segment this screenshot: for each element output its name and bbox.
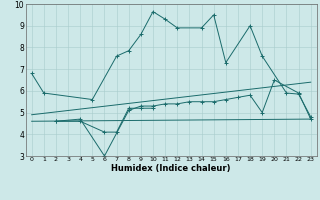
X-axis label: Humidex (Indice chaleur): Humidex (Indice chaleur) <box>111 164 231 173</box>
